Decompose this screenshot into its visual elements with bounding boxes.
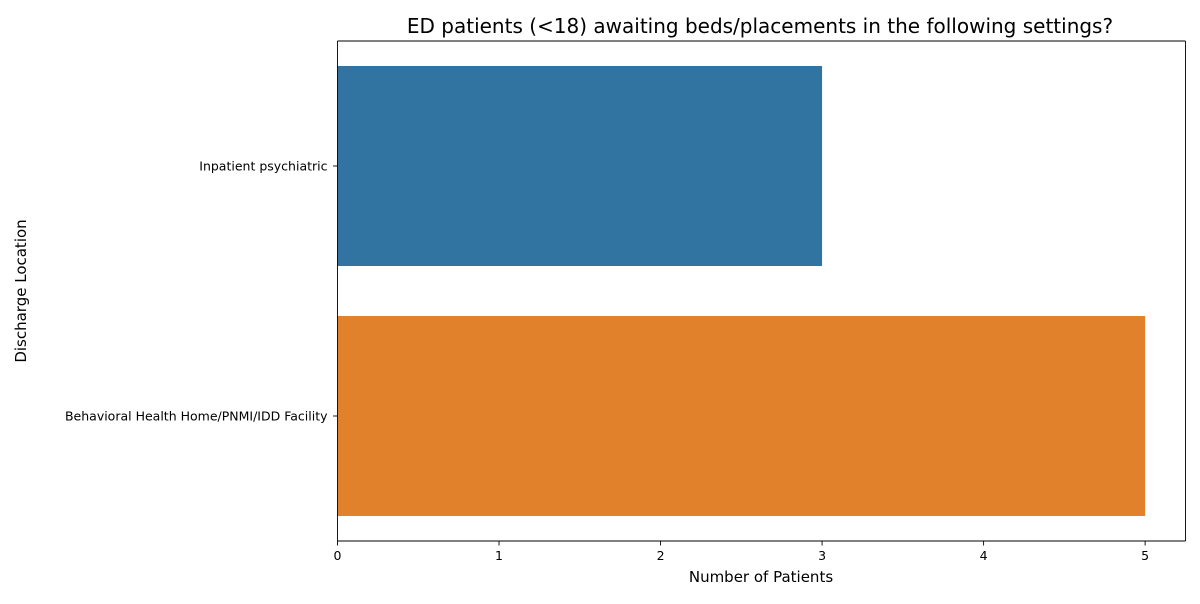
y-ticks-layer: Inpatient psychiatric Behavioral Health H… [65, 159, 338, 424]
y-tick-label: Behavioral Health Home/PNMI/IDD Facility [65, 409, 328, 424]
x-tick-label: 3 [818, 548, 826, 563]
bar [337, 316, 1146, 516]
x-tick-label: 5 [1141, 548, 1149, 563]
x-tick-label: 2 [657, 548, 665, 563]
x-ticks-layer: 0 1 2 3 4 5 [334, 541, 1149, 563]
y-tick-label: Inpatient psychiatric [199, 159, 327, 174]
x-tick-label: 1 [495, 548, 503, 563]
bars-layer [337, 66, 1146, 516]
y-axis-label: Discharge Location [12, 219, 30, 362]
axes-layer [337, 40, 1186, 542]
x-tick-label: 0 [334, 548, 342, 563]
bar [337, 66, 823, 266]
chart-title: ED patients (<18) awaiting beds/placemen… [407, 14, 1113, 38]
x-tick-label: 4 [980, 548, 988, 563]
x-axis-label: Number of Patients [689, 568, 833, 586]
